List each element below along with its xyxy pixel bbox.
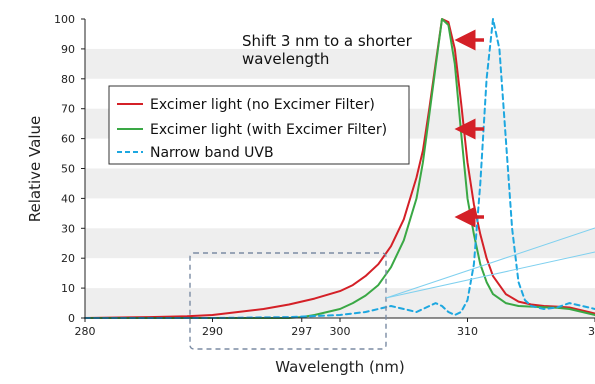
x-tick-label: 32 [588,325,595,338]
y-tick-label: 60 [61,133,75,146]
x-tick-label: 280 [75,325,96,338]
y-tick-label: 20 [61,252,75,265]
annotation-line-1: Shift 3 nm to a shorter [242,32,413,50]
guide-line-lower [385,251,595,299]
guide-line-upper [385,227,595,299]
legend-box [108,85,410,165]
y-tick-label: 50 [61,163,75,176]
y-tick-label: 30 [61,222,75,235]
y-tick-label: 70 [61,103,75,116]
series-lines [84,18,595,319]
x-tick-label: 297 [291,325,312,338]
x-tick-label: 310 [457,325,478,338]
highlight-box [189,252,387,350]
y-tick-label: 80 [61,73,75,86]
grid-band [85,288,595,318]
legend-label-no-filter: Excimer light (no Excimer Filter) [150,97,375,113]
y-axis-title: Relative Value [26,116,44,222]
y-tick-label: 90 [61,43,75,56]
y-tick-label: 40 [61,192,75,205]
legend-label-with-filter: Excimer light (with Excimer Filter) [150,122,387,138]
legend: Excimer light (no Excimer Filter) Excime… [108,85,410,165]
y-tick-label: 10 [61,282,75,295]
annotation-line-2: wavelength [242,50,329,68]
grid-band [85,168,595,199]
y-tick-label: 100 [54,13,75,26]
grid-band [85,48,595,79]
x-tick-label: 300 [330,325,351,338]
x-axis-title: Wavelength (nm) [275,358,405,376]
x-tick-label: 290 [202,325,223,338]
tick-labels: 0 10 20 30 40 50 60 70 80 90 100 280 290 297 300 310 32 [54,13,595,338]
series-line-narrow-band-uvb [84,18,595,319]
y-tick-label: 0 [68,312,75,325]
legend-label-uvb: Narrow band UVB [150,145,274,161]
